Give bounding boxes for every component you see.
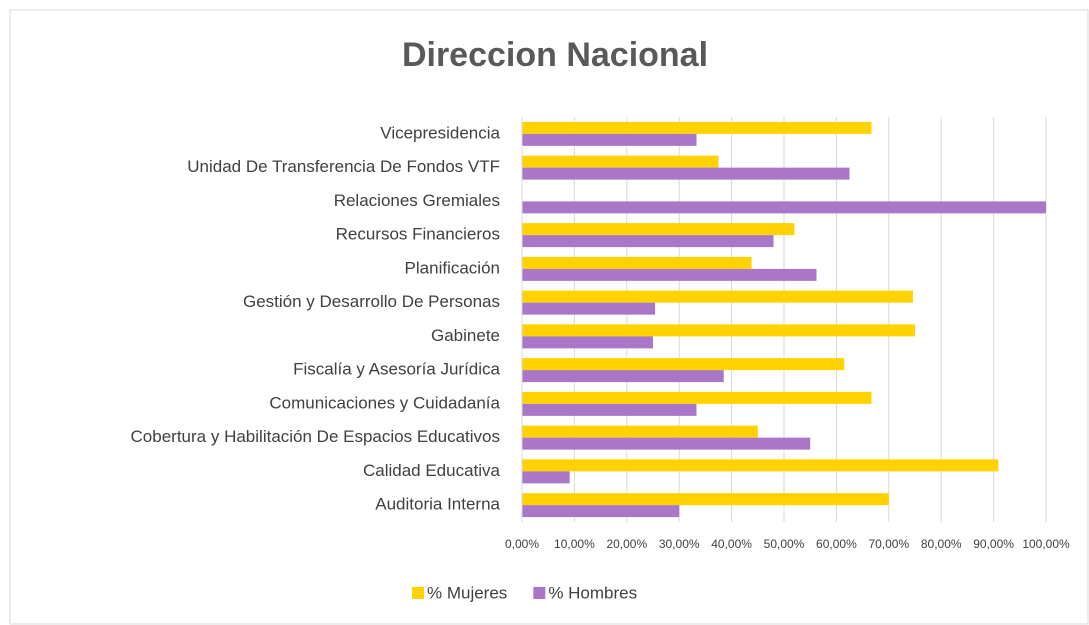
bar	[522, 336, 653, 349]
category-label: Fiscalía y Asesoría Jurídica	[293, 360, 500, 379]
x-tick-label: 100,00%	[1022, 537, 1070, 551]
category-label: Auditoria Interna	[375, 495, 500, 514]
x-tick-label: 0,00%	[505, 537, 539, 551]
bar	[522, 403, 697, 416]
category-label: Calidad Educativa	[363, 461, 501, 480]
bar	[522, 358, 845, 371]
bar	[522, 459, 999, 472]
category-label: Unidad De Transferencia De Fondos VTF	[187, 157, 500, 176]
x-tick-label: 40,00%	[711, 537, 752, 551]
legend-label: % Hombres	[548, 583, 637, 602]
bar	[522, 167, 850, 180]
category-label: Gabinete	[431, 326, 500, 345]
bar	[522, 235, 774, 248]
x-tick-label: 10,00%	[554, 537, 595, 551]
bar	[522, 155, 719, 168]
bar	[522, 370, 724, 383]
legend-swatch	[412, 587, 424, 599]
category-label: Vicepresidencia	[380, 123, 500, 142]
bar	[522, 324, 915, 337]
category-label: Gestión y Desarrollo De Personas	[243, 292, 500, 311]
bar	[522, 133, 697, 146]
x-tick-label: 90,00%	[973, 537, 1014, 551]
bar	[522, 256, 752, 269]
legend-swatch	[533, 587, 546, 599]
category-label: Planificación	[405, 258, 500, 277]
x-tick-label: 80,00%	[921, 537, 962, 551]
bar	[522, 290, 913, 303]
category-label: Comunicaciones y Cuidadanía	[269, 393, 500, 412]
bar	[522, 121, 872, 134]
bar	[522, 437, 811, 450]
bar	[522, 302, 656, 315]
category-label: Cobertura y Habilitación De Espacios Edu…	[131, 427, 500, 446]
category-label: Recursos Financieros	[336, 225, 500, 244]
chart-title: Direccion Nacional	[402, 36, 708, 74]
bar	[522, 391, 872, 404]
bar	[522, 201, 1046, 214]
x-tick-label: 70,00%	[868, 537, 909, 551]
x-tick-label: 30,00%	[659, 537, 700, 551]
bar	[522, 268, 817, 281]
bar	[522, 505, 680, 518]
x-tick-label: 60,00%	[816, 537, 857, 551]
legend-label: % Mujeres	[427, 583, 507, 602]
bar	[522, 223, 795, 236]
category-label: Relaciones Gremiales	[334, 191, 500, 210]
bar	[522, 493, 889, 506]
chart-border	[9, 9, 1089, 625]
x-tick-label: 20,00%	[606, 537, 647, 551]
bar	[522, 425, 758, 438]
bar	[522, 471, 570, 484]
x-tick-label: 50,00%	[764, 537, 805, 551]
